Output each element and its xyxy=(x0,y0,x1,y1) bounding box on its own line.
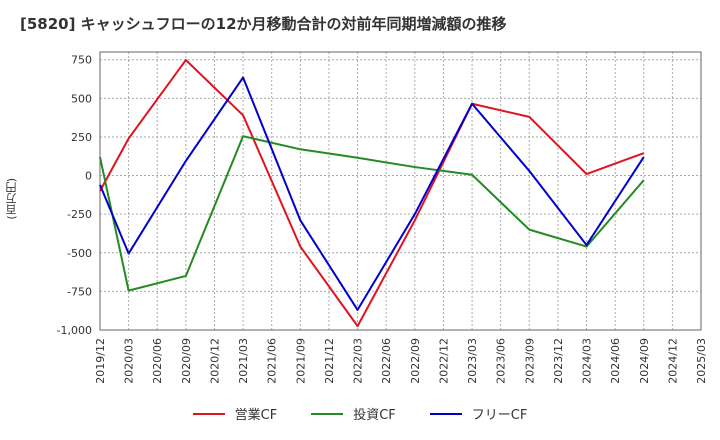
x-tick-label: 2023/09 xyxy=(523,338,536,384)
x-tick-label: 2021/12 xyxy=(323,338,336,384)
x-tick-label: 2022/06 xyxy=(380,338,393,384)
grid-layer xyxy=(99,52,702,331)
legend-label: 営業CF xyxy=(234,408,278,423)
legend-swatch xyxy=(429,412,462,415)
x-tick-label: 2025/03 xyxy=(695,338,708,384)
y-tick-label: 500 xyxy=(71,92,92,105)
y-tick-label: -750 xyxy=(67,285,92,298)
y-tick-label: 750 xyxy=(71,54,92,67)
series-line-3 xyxy=(99,76,645,311)
x-axis-ticks: 2019/12 2020/03 2020/06 2020/09 2020/12 2021/… xyxy=(94,338,708,384)
x-tick-label: 2022/03 xyxy=(352,338,365,384)
legend-item: フリーCF xyxy=(429,404,528,423)
legend-item: 営業CF xyxy=(192,404,278,423)
x-tick-label: 2024/06 xyxy=(609,338,622,384)
legend-item: 投資CF xyxy=(311,404,396,423)
x-tick-label: 2023/06 xyxy=(495,338,508,384)
plot-frame xyxy=(99,51,702,331)
x-tick-label: 2020/12 xyxy=(208,338,221,384)
x-tick-label: 2021/06 xyxy=(266,338,279,384)
x-tick-label: 2024/03 xyxy=(581,338,594,384)
x-tick-label: 2024/12 xyxy=(666,338,679,384)
y-tick-label: 250 xyxy=(71,131,92,144)
legend-label: 投資CF xyxy=(353,408,396,423)
legend: 営業CF 投資CF フリーCF xyxy=(0,404,720,423)
x-tick-label: 2022/09 xyxy=(409,338,422,384)
y-axis-ticks: -1,000 -750 -500 -250 0 250 500 750 xyxy=(57,54,92,337)
y-tick-label: 0 xyxy=(85,170,92,183)
x-tick-label: 2020/09 xyxy=(180,338,193,384)
x-tick-label: 2021/09 xyxy=(294,338,307,384)
legend-swatch xyxy=(192,412,225,415)
series-line-2 xyxy=(99,135,645,292)
series-line-1 xyxy=(99,59,645,328)
x-tick-label: 2021/03 xyxy=(237,338,250,384)
x-tick-label: 2020/06 xyxy=(151,338,164,384)
x-tick-label: 2022/12 xyxy=(437,338,450,384)
legend-label: フリーCF xyxy=(471,408,528,423)
x-tick-label: 2020/03 xyxy=(123,338,136,384)
chart-title: [5820] キャッシュフローの12か月移動合計の対前年同期増減額の推移 xyxy=(20,15,507,33)
x-tick-label: 2023/03 xyxy=(466,338,479,384)
x-tick-label: 2024/09 xyxy=(638,338,651,384)
y-tick-label: -250 xyxy=(67,208,92,221)
series-layer xyxy=(99,59,645,328)
x-tick-label: 2023/12 xyxy=(552,338,565,384)
y-tick-label: -1,000 xyxy=(57,324,92,337)
legend-swatch xyxy=(311,412,344,415)
x-tick-label: 2019/12 xyxy=(94,338,107,384)
y-tick-label: -500 xyxy=(67,247,92,260)
